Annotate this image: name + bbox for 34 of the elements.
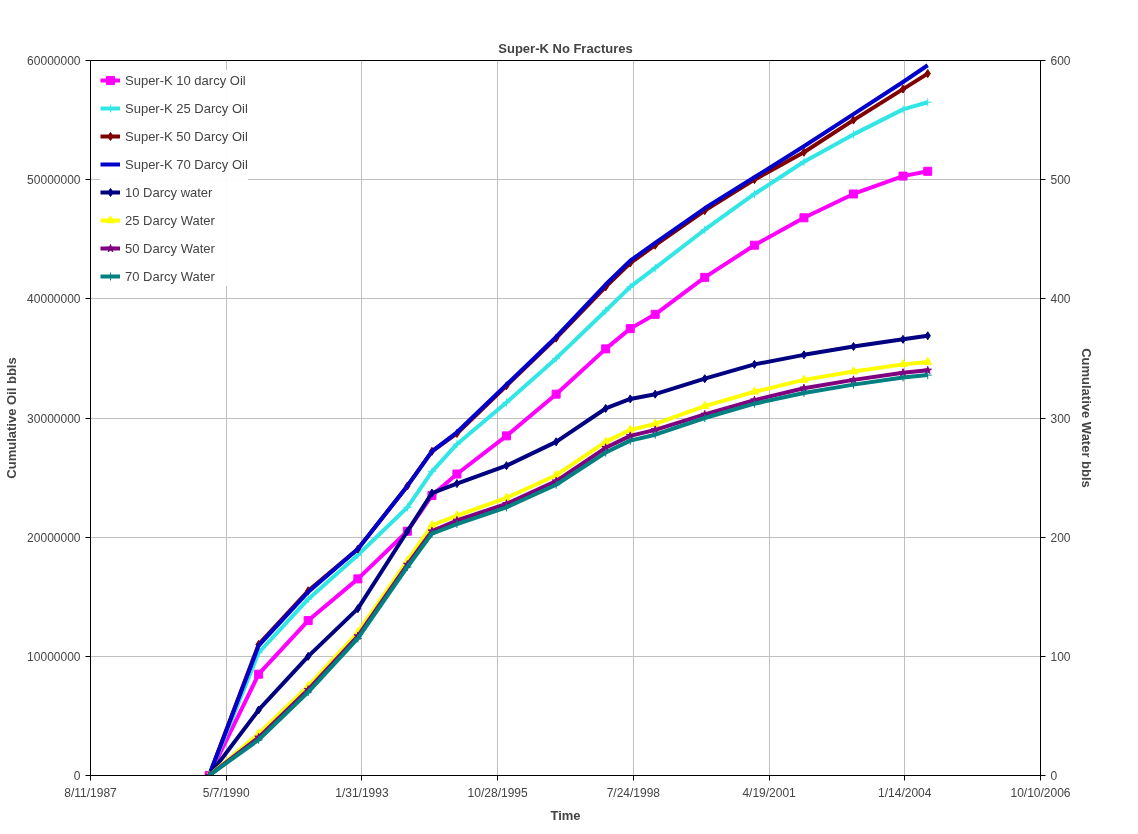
y-axis-title: Cumulative Oil bbls <box>4 357 20 479</box>
y2-tick-label: 400 <box>1050 292 1071 307</box>
y2-tick-label: 500 <box>1050 173 1071 188</box>
y-tick-label: 50000000 <box>27 173 81 188</box>
y2-tick-label: 0 <box>1050 769 1058 783</box>
x-tick-label: 10/28/1995 <box>467 785 528 800</box>
x-tick-label: 10/10/2006 <box>1010 785 1071 800</box>
x-tick-label: 5/7/1990 <box>202 785 250 800</box>
legend-label: Super-K 50 Darcy Oil <box>125 128 248 144</box>
x-tick-label: 1/31/1993 <box>335 785 389 800</box>
legend-label: 10 Darcy water <box>125 184 213 200</box>
x-tick-label: 8/11/1987 <box>64 785 118 800</box>
y-tick-label: 0 <box>73 769 81 783</box>
legend-label: Super-K 70 Darcy Oil <box>125 156 248 172</box>
legend-label: Super-K 25 Darcy Oil <box>125 100 248 116</box>
y2-tick-label: 200 <box>1050 530 1071 545</box>
chart-title: Super-K No Fractures <box>498 40 633 56</box>
y-tick-label: 40000000 <box>27 292 81 307</box>
legend-label: Super-K 10 darcy Oil <box>125 72 246 88</box>
x-axis-title: Time <box>550 807 581 823</box>
y2-axis-title: Cumulative Water bbls <box>1078 348 1094 488</box>
legend-label: 25 Darcy Water <box>125 212 215 228</box>
y2-tick-label: 300 <box>1050 411 1071 426</box>
y-tick-label: 30000000 <box>27 411 81 426</box>
y-tick-label: 10000000 <box>27 649 81 664</box>
legend-label: 50 Darcy Water <box>125 240 215 256</box>
y2-tick-label: 100 <box>1050 649 1071 664</box>
y-tick-label: 20000000 <box>27 530 81 545</box>
x-tick-label: 1/14/2004 <box>878 785 932 800</box>
y2-tick-label: 600 <box>1050 54 1071 68</box>
y-tick-label: 60000000 <box>27 54 81 68</box>
x-tick-label: 7/24/1998 <box>606 785 661 800</box>
legend-label: 70 Darcy Water <box>125 268 215 284</box>
x-tick-label: 4/19/2001 <box>742 785 797 800</box>
